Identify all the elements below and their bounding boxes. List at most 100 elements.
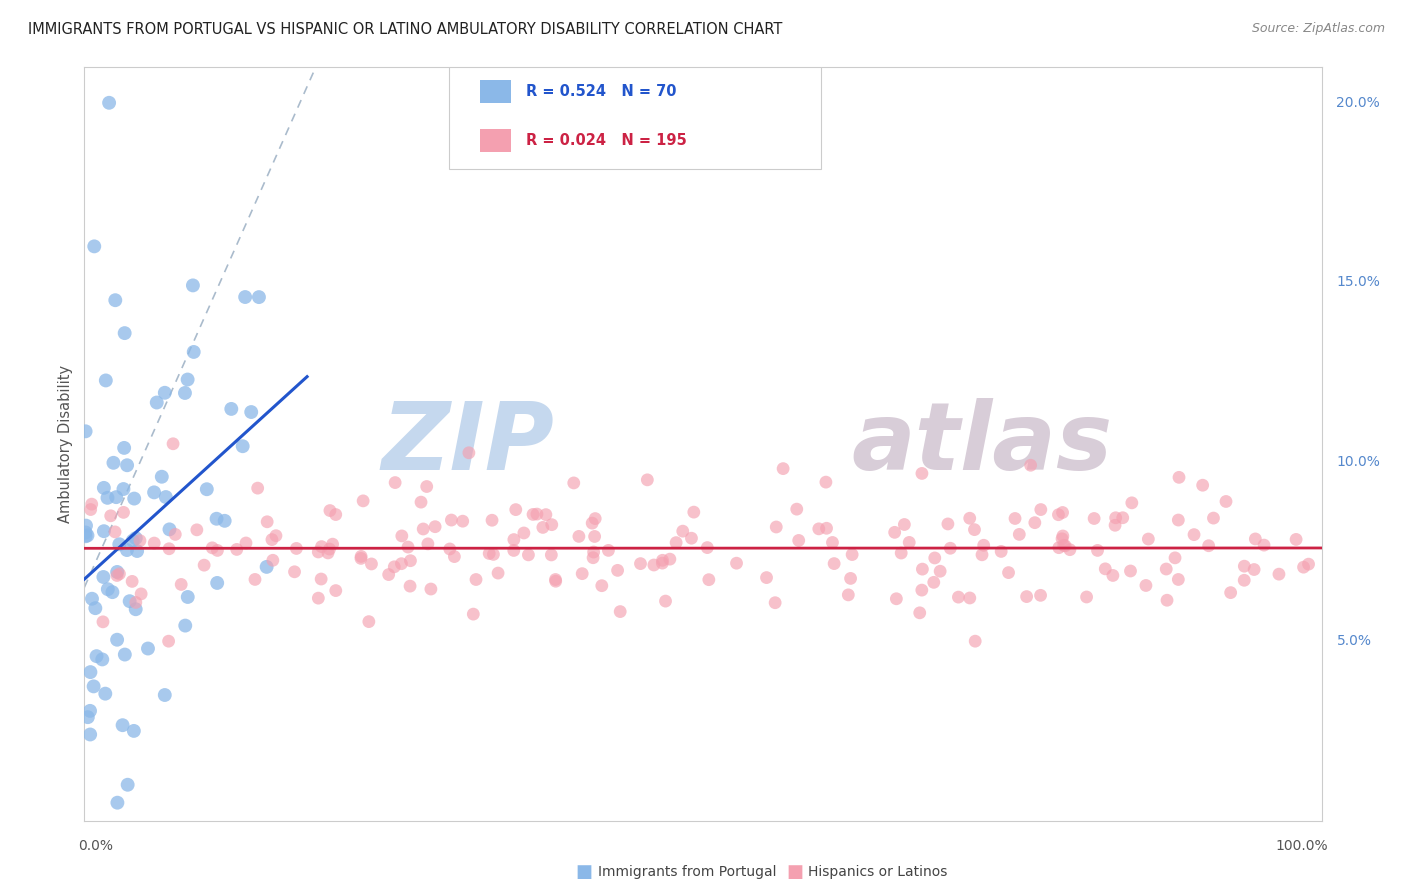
Point [111,718,134,732]
Point [591,579,613,593]
Point [136,641,159,656]
Point [350,551,373,566]
Point [80,591,103,606]
Point [1076,590,1098,604]
Point [122,491,145,506]
Text: Source: ZipAtlas.com: Source: ZipAtlas.com [1251,22,1385,36]
Point [959,591,981,605]
Point [84,601,107,615]
Text: ZIP: ZIP [381,398,554,490]
Point [502,543,524,558]
Point [235,536,257,550]
Point [1182,527,1205,541]
Point [129,533,152,548]
Point [150,469,173,483]
Point [225,542,247,557]
Point [568,529,591,543]
Text: 100.0%: 100.0% [1275,839,1327,854]
Point [505,502,527,516]
Point [75,529,97,543]
Point [451,514,474,528]
Point [419,582,441,596]
Point [423,519,446,533]
Point [201,541,224,555]
Point [1156,593,1178,607]
Point [94,687,117,701]
Point [651,556,673,570]
Point [1292,560,1315,574]
Point [522,508,544,522]
Point [1102,568,1125,582]
Point [186,523,208,537]
Point [755,571,778,585]
Point [214,514,236,528]
Point [177,590,200,604]
Bar [481,80,512,103]
Point [1059,542,1081,557]
Point [841,548,863,562]
Point [911,467,934,481]
Point [463,607,485,621]
Point [121,533,143,548]
Point [540,517,562,532]
Point [1198,539,1220,553]
Point [1019,458,1042,473]
Point [898,535,921,549]
Point [319,503,342,517]
Point [886,591,908,606]
Point [1298,557,1320,571]
Point [240,405,263,419]
Point [929,564,952,578]
Point [125,595,148,609]
Point [465,573,488,587]
Point [772,461,794,475]
Point [232,439,254,453]
Point [80,497,103,511]
Point [260,533,283,547]
Point [440,513,463,527]
Point [502,533,524,547]
Point [108,537,131,551]
Point [98,95,121,110]
Point [243,573,266,587]
Point [1052,506,1074,520]
Point [531,520,554,534]
Point [1105,510,1128,524]
Point [1219,585,1241,599]
Point [1015,590,1038,604]
Point [307,545,329,559]
Point [143,485,166,500]
Point [391,557,413,571]
Point [697,573,720,587]
Point [105,632,128,647]
Point [104,524,127,539]
Point [233,290,256,304]
Point [1112,510,1135,524]
Point [1029,502,1052,516]
Point [1121,496,1143,510]
Point [959,511,981,525]
Text: Hispanics or Latinos: Hispanics or Latinos [808,865,948,880]
Point [101,585,124,599]
Y-axis label: Ambulatory Disability: Ambulatory Disability [58,365,73,523]
Point [544,573,567,587]
Point [75,425,97,439]
Point [582,550,605,565]
Point [96,491,118,505]
Point [696,541,718,555]
Point [125,531,148,545]
Point [350,549,373,564]
Point [105,565,128,579]
Point [1233,574,1256,588]
Point [129,587,152,601]
Point [325,508,347,522]
Point [1008,527,1031,541]
Point [787,533,810,548]
Point [112,482,135,496]
Point [117,778,139,792]
Point [581,516,603,530]
Point [997,566,1019,580]
Point [112,441,135,455]
Point [883,525,905,540]
Point [264,529,287,543]
